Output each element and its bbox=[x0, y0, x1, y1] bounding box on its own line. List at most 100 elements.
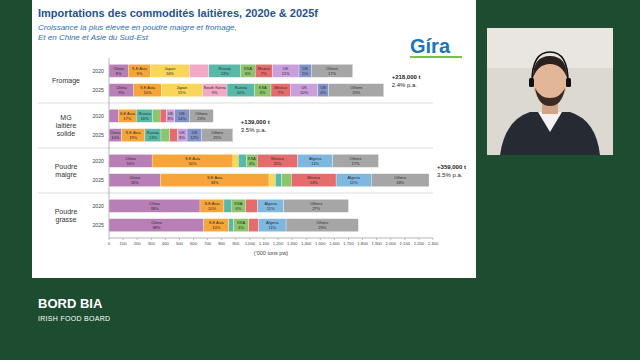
x-tick-label: 400 bbox=[162, 241, 170, 246]
segment-label: Algeria11% bbox=[266, 220, 279, 230]
segment-label: Mexico15% bbox=[271, 156, 284, 166]
bar-segment bbox=[121, 129, 145, 142]
segment-label: S.E Asia10% bbox=[204, 201, 220, 211]
x-tick-label: 900 bbox=[232, 241, 240, 246]
bar-segment bbox=[231, 199, 245, 212]
logo-accent bbox=[410, 56, 462, 58]
bar-segment bbox=[145, 129, 161, 142]
bar-segment bbox=[177, 129, 187, 142]
x-tick-label: 500 bbox=[176, 241, 184, 246]
webcam-hair bbox=[533, 56, 567, 78]
segment-label: S.E Asia17% bbox=[120, 111, 136, 121]
group-annotation: +359,000 t bbox=[437, 164, 466, 170]
bar-segment bbox=[109, 199, 200, 212]
category-label: 2020 bbox=[92, 203, 104, 209]
segment-label-share: 5% bbox=[302, 71, 308, 76]
bar-segment bbox=[189, 109, 213, 122]
bar-segment bbox=[200, 199, 224, 212]
group-label: solide bbox=[57, 130, 75, 137]
bar-segment bbox=[291, 174, 336, 187]
x-tick bbox=[418, 238, 419, 240]
segment-label: Algeria13% bbox=[309, 156, 322, 166]
bar-segment bbox=[246, 199, 258, 212]
segment-label-share: 14% bbox=[178, 116, 186, 121]
x-tick bbox=[263, 238, 264, 240]
bar-segment bbox=[109, 84, 134, 97]
segment-label-share: 6% bbox=[235, 206, 241, 211]
segment-label: Others17% bbox=[326, 66, 338, 76]
segment-label-share: 10% bbox=[208, 206, 216, 211]
segment-label: Japan15% bbox=[176, 85, 187, 95]
segment-label: KSA6% bbox=[234, 201, 242, 211]
segment-label: Russia13% bbox=[147, 130, 160, 140]
segment-label: US12% bbox=[190, 130, 198, 140]
segment-label-share: 9% bbox=[119, 90, 125, 95]
segment-label-share: 19% bbox=[129, 135, 137, 140]
segment-label: UK10% bbox=[300, 85, 308, 95]
segment-label-share: 11% bbox=[267, 206, 275, 211]
bar-segment bbox=[202, 129, 233, 142]
category-label: 2020 bbox=[92, 158, 104, 164]
segment-label-share: 16% bbox=[131, 180, 139, 185]
bar-segment bbox=[269, 174, 275, 187]
segment-label-share: 15% bbox=[273, 161, 281, 166]
x-tick-label: 1,700 bbox=[343, 241, 354, 246]
webcam-headset bbox=[532, 52, 568, 82]
segment-label: Others23% bbox=[195, 111, 207, 121]
segment-label-share: 10% bbox=[212, 225, 220, 230]
slide bbox=[32, 0, 476, 278]
x-tick bbox=[320, 238, 321, 240]
segment-label-share: 10% bbox=[237, 90, 245, 95]
bar-segment bbox=[238, 154, 246, 167]
x-tick bbox=[433, 238, 434, 240]
x-axis bbox=[109, 238, 433, 239]
segment-label-share: 6% bbox=[245, 71, 251, 76]
group-separator bbox=[38, 103, 433, 104]
bar-segment bbox=[204, 219, 229, 232]
segment-label: S.E Asia10% bbox=[140, 85, 156, 95]
segment-label-share: 16% bbox=[166, 71, 174, 76]
webcam-suit bbox=[500, 112, 600, 155]
segment-label-share: 9% bbox=[212, 90, 218, 95]
logo: Gíra bbox=[410, 35, 451, 57]
x-tick-label: 2,000 bbox=[385, 241, 396, 246]
segment-label: US4% bbox=[320, 85, 326, 95]
bar-segment bbox=[234, 219, 249, 232]
webcam-frame bbox=[487, 28, 613, 155]
x-tick-label: 200 bbox=[134, 241, 142, 246]
x-tick bbox=[179, 238, 180, 240]
group-separator bbox=[38, 193, 433, 194]
segment-label: UK8% bbox=[179, 130, 185, 140]
bar-segment bbox=[233, 154, 238, 167]
bar-segment bbox=[118, 109, 136, 122]
segment-label-share: 10% bbox=[300, 90, 308, 95]
group-label: Poudre bbox=[55, 208, 78, 215]
bar-segment bbox=[134, 84, 161, 97]
x-tick bbox=[151, 238, 152, 240]
footer-tagline: IRISH FOOD BOARD bbox=[38, 315, 110, 322]
bar-segment bbox=[298, 154, 333, 167]
bar-segment bbox=[187, 129, 202, 142]
segment-labels: China8%S.E Asia9%Japan16%Russia13%KSA6%M… bbox=[110, 66, 406, 230]
bar-segment bbox=[318, 84, 329, 97]
bar-segment bbox=[175, 109, 190, 122]
segment-label-share: 16% bbox=[127, 161, 135, 166]
bar-segment bbox=[227, 84, 254, 97]
segment-label: China38% bbox=[151, 220, 162, 230]
bar-segment bbox=[255, 64, 272, 77]
segment-label-share: 16% bbox=[140, 116, 148, 121]
group-annotation: 2.4% p.a. bbox=[392, 82, 418, 88]
category-label: 2020 bbox=[92, 113, 104, 119]
bar-segment bbox=[109, 109, 118, 122]
category-label: 2025 bbox=[92, 87, 104, 93]
bar-segment bbox=[128, 64, 150, 77]
segment-label-share: 4% bbox=[249, 161, 255, 166]
segment-label: Japan16% bbox=[164, 66, 175, 76]
segment-label-share: 13% bbox=[149, 135, 157, 140]
segment-label-share: 11% bbox=[268, 225, 276, 230]
background bbox=[0, 0, 640, 360]
category-label: 2025 bbox=[92, 222, 104, 228]
x-tick bbox=[193, 238, 194, 240]
segment-label: KSA6% bbox=[244, 66, 252, 76]
segment-label: UK8% bbox=[168, 111, 174, 121]
